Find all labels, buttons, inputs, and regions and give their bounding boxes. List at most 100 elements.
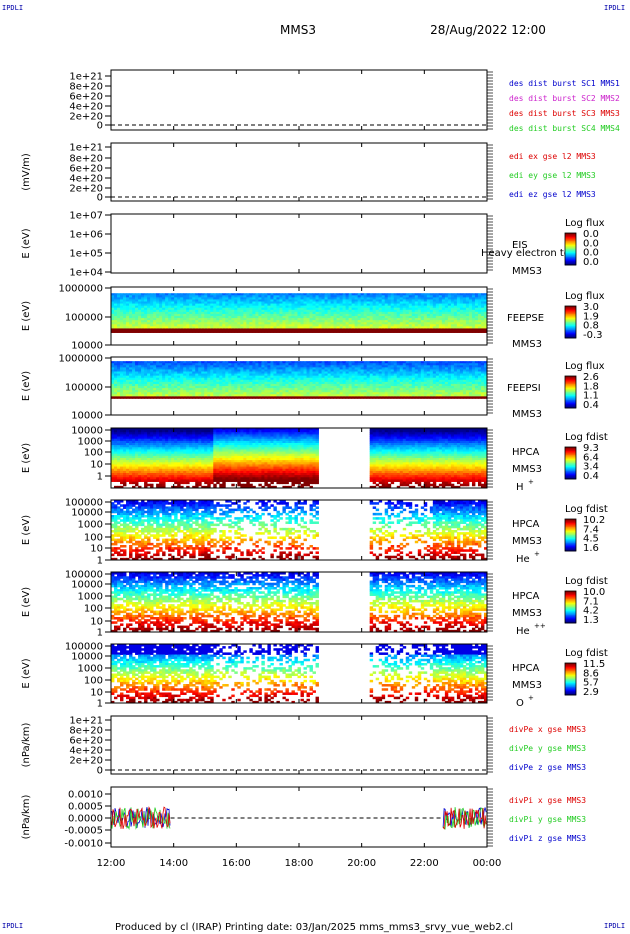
ytick-label: 100000: [65, 498, 103, 509]
ytick-label: 6e+20: [69, 92, 103, 103]
ytick-label: 10000: [71, 426, 103, 437]
instrument-label: HPCA: [512, 519, 540, 530]
ytick-label: 1000000: [58, 284, 103, 295]
ytick-label: 1000: [78, 437, 103, 448]
colorbar-tick-label: 3.0: [583, 302, 599, 313]
legend-entry: edi ez gse l2 MMS3: [509, 190, 596, 199]
ytick-label: 100: [84, 676, 103, 687]
ytick-label: 0.0000: [68, 814, 103, 825]
colorbar-frame: [564, 446, 577, 480]
legend-entry: divPi z gse MMS3: [509, 834, 586, 843]
ytick-label: 6e+20: [69, 164, 103, 175]
ytick-label: 1: [97, 472, 103, 483]
ylabel: E (eV): [21, 371, 32, 401]
species-charge: +: [528, 478, 534, 486]
sc-label: MMS3: [512, 409, 542, 420]
xtick-label: 12:00: [97, 858, 126, 869]
ylabel: (nPa/km): [21, 795, 32, 840]
colorbar-tick-label: -0.3: [583, 330, 603, 341]
ytick-label: 2e+20: [69, 184, 103, 195]
ytick-label: 2e+20: [69, 112, 103, 123]
sc-label: MMS3: [512, 339, 542, 350]
colorbar-frame: [564, 232, 577, 266]
colorbar-tick-label: 1.1: [583, 391, 599, 402]
colorbar-tick-label: 10.2: [583, 515, 605, 526]
legend-entry: edi ex gse l2 MMS3: [509, 152, 596, 161]
colorbar-tick-label: 0.0: [583, 248, 599, 259]
ytick-label: 10000: [71, 508, 103, 519]
colorbar-frame: [564, 375, 577, 409]
ytick-label: 10: [90, 544, 103, 555]
panel-frame: [110, 213, 488, 274]
colorbar-tick-label: 0.8: [583, 321, 599, 332]
ytick-label: 100: [84, 604, 103, 615]
ytick-label: 100: [84, 533, 103, 544]
ytick-label: 100000: [65, 383, 103, 394]
ytick-label: -0.0010: [64, 839, 103, 850]
species-charge: ++: [534, 622, 546, 630]
corner-label-tr: IPDLI: [604, 4, 626, 12]
xtick-label: 20:00: [347, 858, 376, 869]
xtick-label: 14:00: [159, 858, 188, 869]
ytick-label: 4e+20: [69, 174, 103, 185]
colorbar-tick-label: 8.6: [583, 668, 599, 679]
species-label: H: [516, 482, 524, 493]
ytick-label: 10: [90, 460, 103, 471]
ytick-label: 8e+20: [69, 154, 103, 165]
ytick-label: 10000: [71, 652, 103, 663]
colorbar-tick-label: 1.3: [583, 615, 599, 626]
species-label: O: [516, 698, 524, 709]
xtick-label: 00:00: [473, 858, 502, 869]
colorbar-tick-label: 1.6: [583, 543, 599, 554]
ytick-label: 0.0005: [68, 802, 103, 813]
ytick-label: 100000: [65, 642, 103, 653]
panel-frame: [110, 69, 488, 131]
ytick-label: 1: [97, 628, 103, 639]
legend-entry: divPi y gse MMS3: [509, 815, 586, 824]
ytick-label: 1: [97, 699, 103, 710]
sc-label: MMS3: [512, 608, 542, 619]
colorbar-tick-label: 10.0: [583, 587, 605, 598]
ytick-label: 1000000: [58, 354, 103, 365]
species-label: He: [516, 554, 530, 565]
ytick-label: 4e+20: [69, 746, 103, 757]
ytick-label: 100000: [65, 570, 103, 581]
species-charge: +: [534, 550, 540, 558]
ytick-label: 0: [97, 193, 103, 204]
legend-entry: divPi x gse MMS3: [509, 796, 586, 805]
colorbar-tick-label: 2.9: [583, 687, 599, 698]
panel-eis: 1e+07 1e+06 1e+05 1e+04 E (eV) EIS MMS3 Heavy e…: [21, 211, 605, 279]
ytick-label: 1000: [78, 664, 103, 675]
colorbar-tick-label: 0.0: [583, 257, 599, 268]
colorbar-title: Log flux: [565, 291, 605, 302]
legend-entry: des dist burst SC3 MMS3: [509, 109, 620, 118]
ytick-label: 1000: [78, 592, 103, 603]
colorbar-title: Log fdist: [565, 504, 608, 515]
xtick-label: 16:00: [222, 858, 251, 869]
colorbar-tick-label: 1.9: [583, 311, 599, 322]
sc-label: MMS3: [512, 536, 542, 547]
species-charge: +: [528, 694, 534, 702]
ytick-label: 100000: [65, 313, 103, 324]
extra-label: Heavy electron tof: [481, 248, 574, 259]
xtick-label: 18:00: [285, 858, 314, 869]
corner-label-br: IPDLI: [604, 922, 626, 930]
panel-feepsi: 1000000 100000 10000 E (eV) FEEPSI MMS3 Log fl…: [21, 354, 605, 422]
xtick-label: 22:00: [410, 858, 439, 869]
ytick-label: 1e+07: [69, 211, 103, 222]
ytick-label: 10: [90, 688, 103, 699]
instrument-label: HPCA: [512, 447, 540, 458]
footer-text: Produced by cl (IRAP) Printing date: 03/…: [115, 922, 513, 933]
colorbar-tick-label: 5.7: [583, 678, 599, 689]
ytick-label: 0: [97, 766, 103, 777]
ylabel: E (eV): [21, 301, 32, 331]
ytick-label: 1: [97, 556, 103, 567]
instrument-label: FEEPSE: [507, 313, 544, 324]
colorbar-tick-label: 0.0: [583, 238, 599, 249]
colorbar-title: Log flux: [565, 218, 605, 229]
colorbar-title: Log fdist: [565, 432, 608, 443]
colorbar-tick-label: 9.3: [583, 443, 599, 454]
ytick-label: 4e+20: [69, 102, 103, 113]
